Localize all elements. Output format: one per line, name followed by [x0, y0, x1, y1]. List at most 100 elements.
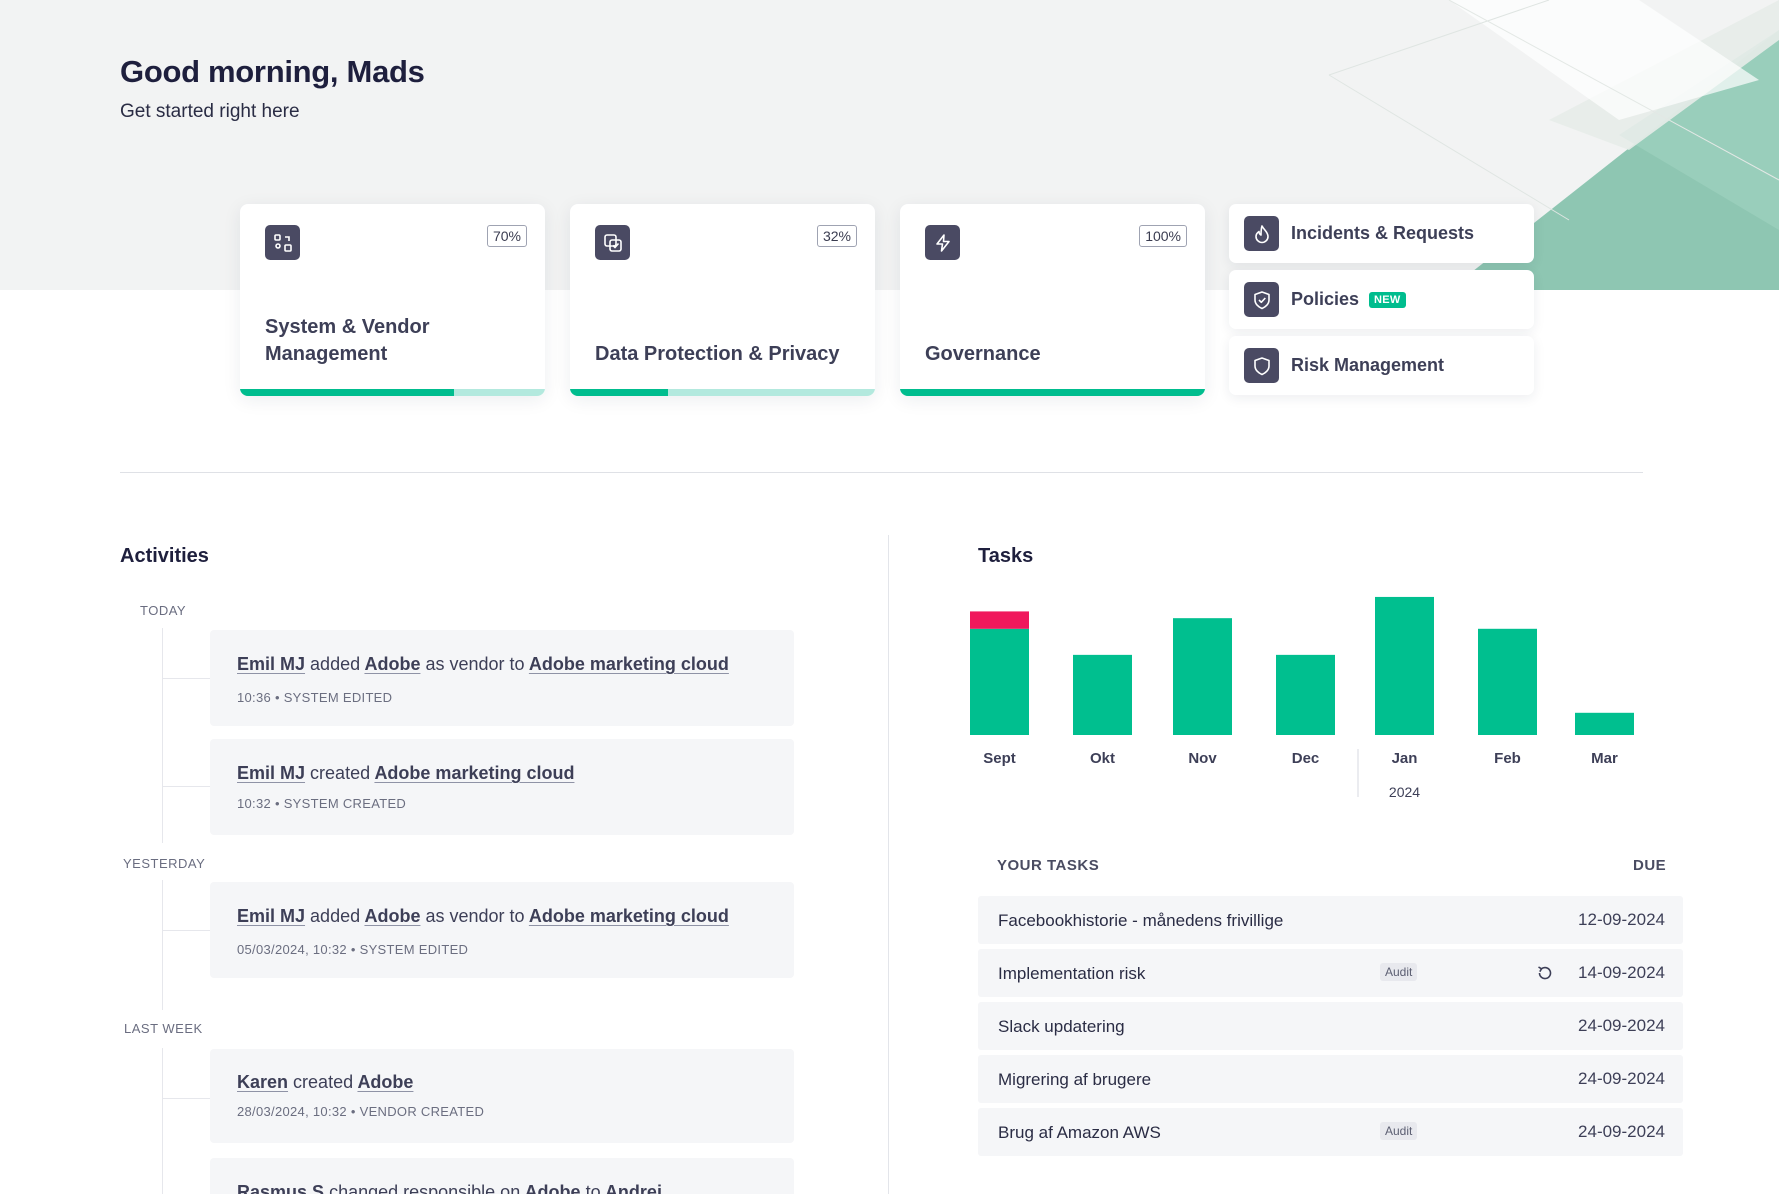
task-name: Facebookhistorie - månedens frivillige — [998, 911, 1284, 930]
activity-item[interactable]: Rasmus S changed responsible on Adobe to… — [210, 1158, 794, 1194]
activity-meta: 10:32 • SYSTEM CREATED — [237, 796, 407, 811]
object-link[interactable]: Adobe — [357, 1072, 414, 1092]
task-row[interactable]: Implementation risk Audit 14-09-2024 — [978, 949, 1683, 997]
column-divider — [888, 535, 889, 1194]
activity-verb: added — [310, 906, 361, 926]
timeline-tick — [162, 678, 210, 679]
tick-label: Okt — [1090, 750, 1115, 767]
group-label-today: TODAY — [140, 603, 187, 618]
task-due: 14-09-2024 — [1578, 963, 1665, 982]
shield-check-icon — [1244, 282, 1279, 317]
shield-icon — [1244, 348, 1279, 383]
object-link[interactable]: Adobe — [364, 654, 421, 674]
task-row[interactable]: Migrering af brugere 24-09-2024 — [978, 1055, 1683, 1103]
task-row[interactable]: Slack updatering 24-09-2024 — [978, 1002, 1683, 1050]
object-link[interactable]: Andrei — [604, 1182, 662, 1194]
bar-dec[interactable] — [1276, 654, 1335, 735]
progress-percent: 32% — [816, 225, 857, 247]
quick-link-risk-management[interactable]: Risk Management — [1229, 336, 1534, 395]
lightning-icon — [925, 225, 960, 260]
greeting-title: Good morning, Mads — [120, 54, 425, 89]
object-link[interactable]: Adobe marketing cloud — [528, 906, 729, 926]
actor-link[interactable]: Emil MJ — [237, 654, 306, 674]
activity-meta: 10:36 • SYSTEM EDITED — [237, 690, 393, 705]
task-due: 24-09-2024 — [1578, 1016, 1665, 1035]
year-label: 2024 — [1389, 784, 1420, 800]
bar-mar[interactable] — [1575, 712, 1634, 735]
activity-item[interactable]: Karen created Adobe 28/03/2024, 10:32 • … — [210, 1049, 794, 1143]
bar-overdue-sept[interactable] — [970, 611, 1029, 629]
progress-percent: 100% — [1139, 225, 1187, 247]
activity-verb: created — [293, 1072, 354, 1092]
task-due: 24-09-2024 — [1578, 1122, 1665, 1141]
task-due: 12-09-2024 — [1578, 910, 1665, 929]
tick-label: Dec — [1292, 750, 1320, 767]
actor-link[interactable]: Emil MJ — [237, 763, 306, 783]
bar-sept[interactable] — [970, 628, 1029, 735]
task-name: Slack updatering — [998, 1017, 1125, 1036]
section-divider — [120, 472, 1643, 473]
tasks-title: Tasks — [978, 545, 1034, 567]
card-system-vendor[interactable]: 70% System & Vendor Management — [240, 204, 545, 396]
activity-item[interactable]: Emil MJ added Adobe as vendor to Adobe m… — [210, 882, 794, 978]
quick-link-label: Incidents & Requests — [1291, 223, 1475, 243]
card-governance[interactable]: 100% Governance — [900, 204, 1205, 396]
object-link[interactable]: Adobe — [364, 906, 421, 926]
audit-tag: Audit — [1380, 1122, 1418, 1140]
progress-track — [570, 389, 875, 396]
tick-label: Jan — [1392, 750, 1418, 767]
progress-track — [900, 389, 1205, 396]
timeline-tick — [162, 930, 210, 931]
task-name: Migrering af brugere — [998, 1070, 1152, 1089]
fire-icon — [1244, 216, 1279, 251]
timeline-line — [162, 880, 163, 1010]
activity-verb: created — [310, 763, 371, 783]
object-link[interactable]: Adobe marketing cloud — [528, 654, 729, 674]
activity-item[interactable]: Emil MJ added Adobe as vendor to Adobe m… — [210, 630, 794, 726]
timeline-line — [162, 1048, 163, 1194]
group-label-yesterday: YESTERDAY — [123, 856, 206, 871]
actor-link[interactable]: Rasmus S — [237, 1182, 325, 1194]
progress-track — [240, 389, 545, 396]
quick-link-incidents[interactable]: Incidents & Requests — [1229, 204, 1534, 263]
task-row[interactable]: Facebookhistorie - månedens frivillige 1… — [978, 896, 1683, 944]
actor-link[interactable]: Emil MJ — [237, 906, 306, 926]
task-name: Brug af Amazon AWS — [998, 1123, 1161, 1142]
activities-title: Activities — [120, 545, 209, 567]
card-title: System & Vendor Management — [265, 316, 430, 365]
greeting-subtitle: Get started right here — [120, 101, 300, 122]
privacy-icon — [595, 225, 630, 260]
recurring-icon — [1538, 966, 1552, 980]
activity-meta: 28/03/2024, 10:32 • VENDOR CREATED — [237, 1104, 485, 1119]
object-link[interactable]: Adobe — [524, 1182, 581, 1194]
your-tasks-header: YOUR TASKS — [997, 857, 1100, 874]
due-header: DUE — [1633, 857, 1667, 874]
bar-jan[interactable] — [1375, 596, 1434, 735]
card-data-protection[interactable]: 32% Data Protection & Privacy — [570, 204, 875, 396]
card-title: Data Protection & Privacy — [595, 343, 840, 365]
activity-verb: as vendor to — [425, 906, 525, 926]
actor-link[interactable]: Karen — [237, 1072, 289, 1092]
task-row[interactable]: Brug af Amazon AWS Audit 24-09-2024 — [978, 1108, 1683, 1156]
bar-okt[interactable] — [1073, 654, 1132, 735]
group-label-last-week: LAST WEEK — [124, 1021, 203, 1036]
activity-meta: 05/03/2024, 10:32 • SYSTEM EDITED — [237, 942, 469, 957]
timeline-line — [162, 628, 163, 843]
tick-label: Sept — [983, 750, 1016, 767]
activity-verb: to — [585, 1182, 601, 1194]
activity-item[interactable]: Emil MJ created Adobe marketing cloud 10… — [210, 739, 794, 835]
object-link[interactable]: Adobe marketing cloud — [374, 763, 575, 783]
progress-percent: 70% — [486, 225, 527, 247]
activity-verb: added — [310, 654, 361, 674]
audit-tag: Audit — [1380, 963, 1418, 981]
tick-label: Nov — [1188, 750, 1217, 767]
card-title: Governance — [925, 343, 1041, 365]
progress-fill — [570, 389, 668, 396]
bar-feb[interactable] — [1478, 628, 1537, 735]
progress-fill — [240, 389, 454, 396]
quick-link-policies[interactable]: Policies NEW — [1229, 270, 1534, 329]
bar-nov[interactable] — [1173, 618, 1232, 735]
quick-link-label: Risk Management — [1291, 355, 1445, 375]
task-due: 24-09-2024 — [1578, 1069, 1665, 1088]
activity-verb: as vendor to — [425, 654, 525, 674]
